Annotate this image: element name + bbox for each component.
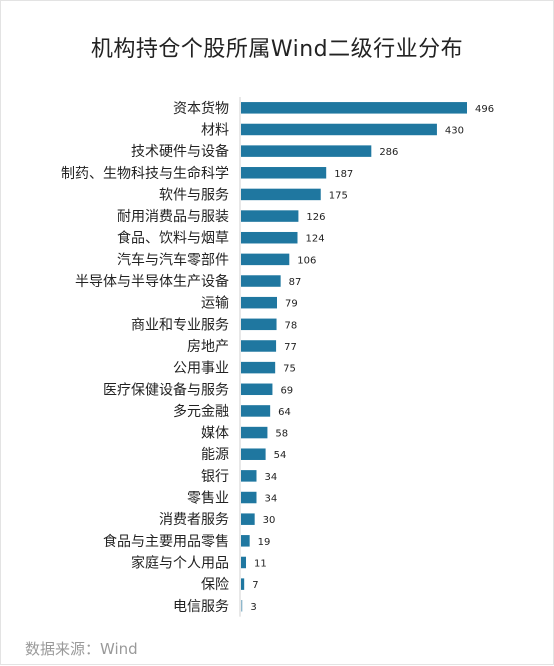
category-label: 保险 bbox=[201, 577, 229, 593]
category-label: 零售业 bbox=[187, 491, 229, 507]
category-label: 食品、饮料与烟草 bbox=[117, 230, 229, 247]
category-label: 多元金融 bbox=[173, 403, 229, 420]
category-label: 家庭与个人用品 bbox=[131, 554, 229, 571]
bar bbox=[241, 470, 257, 482]
bar bbox=[241, 426, 268, 439]
bar bbox=[241, 231, 298, 244]
bar bbox=[241, 188, 321, 201]
bar bbox=[241, 405, 271, 417]
category-label: 制药、生物科技与生命科学 bbox=[61, 165, 229, 182]
bar bbox=[241, 383, 273, 396]
category-label: 公用事业 bbox=[173, 361, 229, 377]
category-label: 医疗保健设备与服务 bbox=[103, 381, 229, 398]
bar bbox=[241, 491, 257, 504]
value-label: 75 bbox=[283, 364, 296, 375]
chart-title: 机构持仓个股所属Wind二级行业分布 bbox=[90, 37, 464, 62]
value-label: 496 bbox=[475, 104, 494, 115]
bar bbox=[241, 318, 277, 331]
value-label: 286 bbox=[379, 147, 398, 158]
value-label: 54 bbox=[274, 450, 287, 461]
bar bbox=[241, 210, 299, 222]
category-label: 半导体与半导体生产设备 bbox=[75, 273, 229, 290]
value-label: 126 bbox=[306, 212, 325, 223]
bar bbox=[241, 340, 277, 352]
data-source-note: 数据来源：Wind bbox=[25, 640, 138, 658]
value-label: 34 bbox=[264, 472, 277, 483]
bar bbox=[241, 600, 243, 612]
bar bbox=[241, 145, 372, 157]
category-label: 软件与服务 bbox=[159, 187, 229, 203]
category-label: 运输 bbox=[201, 296, 229, 312]
value-label: 187 bbox=[334, 169, 353, 180]
value-label: 58 bbox=[275, 429, 288, 440]
value-label: 78 bbox=[285, 320, 298, 331]
category-label: 消费者服务 bbox=[159, 512, 229, 528]
category-label: 耐用消费品与服装 bbox=[117, 209, 229, 225]
bar bbox=[241, 448, 266, 460]
value-label: 69 bbox=[280, 385, 293, 396]
value-label: 79 bbox=[285, 299, 298, 310]
bar bbox=[241, 253, 290, 266]
category-label: 资本货物 bbox=[173, 100, 229, 117]
bar bbox=[241, 102, 467, 114]
value-label: 30 bbox=[263, 515, 276, 526]
bar bbox=[241, 167, 327, 179]
bar bbox=[241, 556, 247, 569]
value-label: 64 bbox=[278, 407, 291, 418]
bar bbox=[241, 578, 245, 590]
bar bbox=[241, 123, 437, 136]
category-label: 技术硬件与设备 bbox=[131, 143, 229, 160]
value-label: 175 bbox=[329, 190, 348, 201]
category-label: 媒体 bbox=[201, 426, 229, 442]
bar bbox=[241, 535, 250, 547]
value-label: 11 bbox=[254, 558, 267, 569]
category-label: 房地产 bbox=[187, 339, 229, 355]
category-label: 能源 bbox=[201, 447, 229, 463]
value-label: 430 bbox=[445, 125, 464, 136]
category-label: 食品与主要用品零售 bbox=[103, 533, 229, 550]
category-label: 材料 bbox=[201, 122, 229, 138]
bar bbox=[241, 296, 277, 309]
category-label: 电信服务 bbox=[173, 599, 229, 615]
value-label: 34 bbox=[264, 494, 277, 505]
value-label: 19 bbox=[258, 537, 271, 548]
category-label: 商业和专业服务 bbox=[131, 317, 229, 333]
category-label: 银行 bbox=[201, 469, 229, 485]
category-label: 汽车与汽车零部件 bbox=[117, 251, 229, 268]
bar bbox=[241, 361, 276, 374]
bar bbox=[241, 513, 255, 525]
value-label: 77 bbox=[284, 342, 297, 353]
value-label: 106 bbox=[297, 255, 316, 266]
value-label: 124 bbox=[306, 234, 325, 245]
value-label: 7 bbox=[252, 580, 258, 591]
value-label: 87 bbox=[289, 277, 302, 288]
bar bbox=[241, 275, 281, 287]
value-label: 3 bbox=[250, 602, 256, 613]
